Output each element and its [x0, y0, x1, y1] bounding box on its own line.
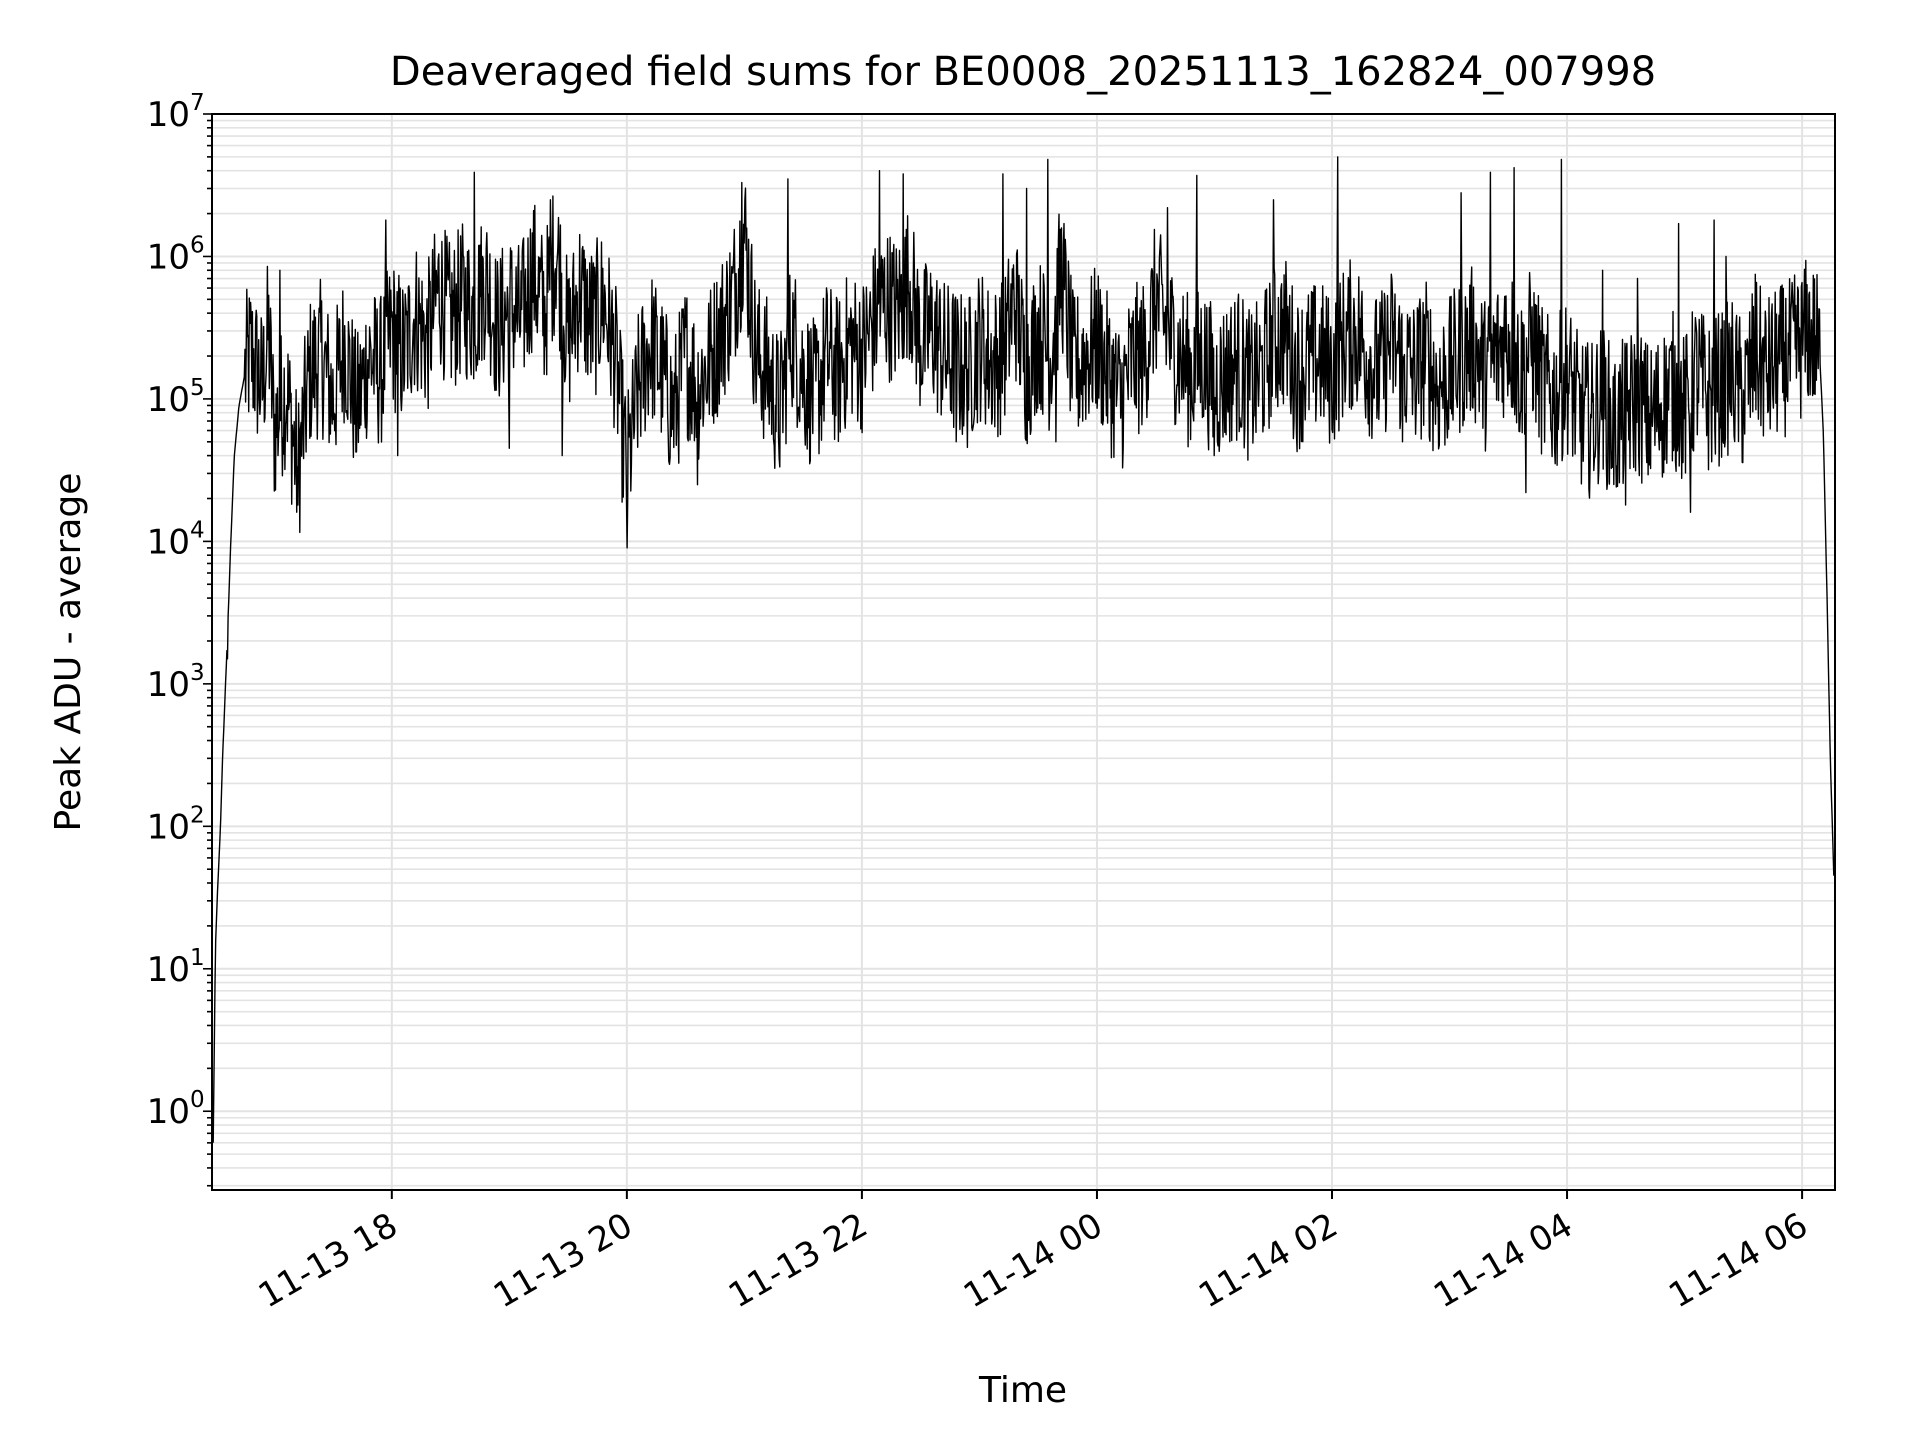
y-tick-label: 10: [147, 807, 190, 847]
y-tick-label: 10: [147, 522, 190, 562]
series-line: [212, 156, 1835, 1143]
series-layer: [212, 156, 1835, 1143]
x-tick-label: 11-13 18: [252, 1205, 404, 1316]
grid-lines: [212, 113, 1835, 1190]
y-tick-exponent: 7: [190, 90, 205, 116]
y-tick-label: 10: [147, 380, 190, 420]
x-axis-label: Time: [978, 1370, 1067, 1411]
chart-title: Deaveraged field sums for BE0008_2025111…: [390, 49, 1656, 95]
y-tick-exponent: 5: [190, 375, 205, 401]
x-tick-label: 11-13 22: [722, 1205, 874, 1316]
x-tick-label: 11-13 20: [487, 1205, 639, 1316]
y-tick-label: 10: [147, 1092, 190, 1132]
y-tick-exponent: 4: [190, 517, 205, 543]
x-tick-label: 11-14 04: [1427, 1205, 1579, 1316]
x-tick-label: 11-14 02: [1192, 1205, 1344, 1316]
y-tick-label: 10: [147, 237, 190, 277]
y-tick-exponent: 0: [190, 1087, 205, 1113]
x-axis: 11-13 18 11-13 20 11-13 22 11-14 00 11-14 02…: [252, 1190, 1815, 1316]
y-tick-label: 10: [147, 665, 190, 705]
y-axis-label: Peak ADU - average: [48, 473, 89, 832]
y-tick-exponent: 6: [190, 232, 205, 258]
y-tick-exponent: 2: [190, 802, 205, 828]
y-tick-label: 10: [147, 950, 190, 990]
y-tick-exponent: 1: [190, 945, 205, 971]
y-tick-exponent: 3: [190, 660, 205, 686]
y-tick-label: 10: [147, 95, 190, 135]
plot-frame: [211, 113, 1836, 1191]
x-tick-label: 11-14 00: [957, 1205, 1109, 1316]
x-tick-label: 11-14 06: [1662, 1205, 1814, 1316]
